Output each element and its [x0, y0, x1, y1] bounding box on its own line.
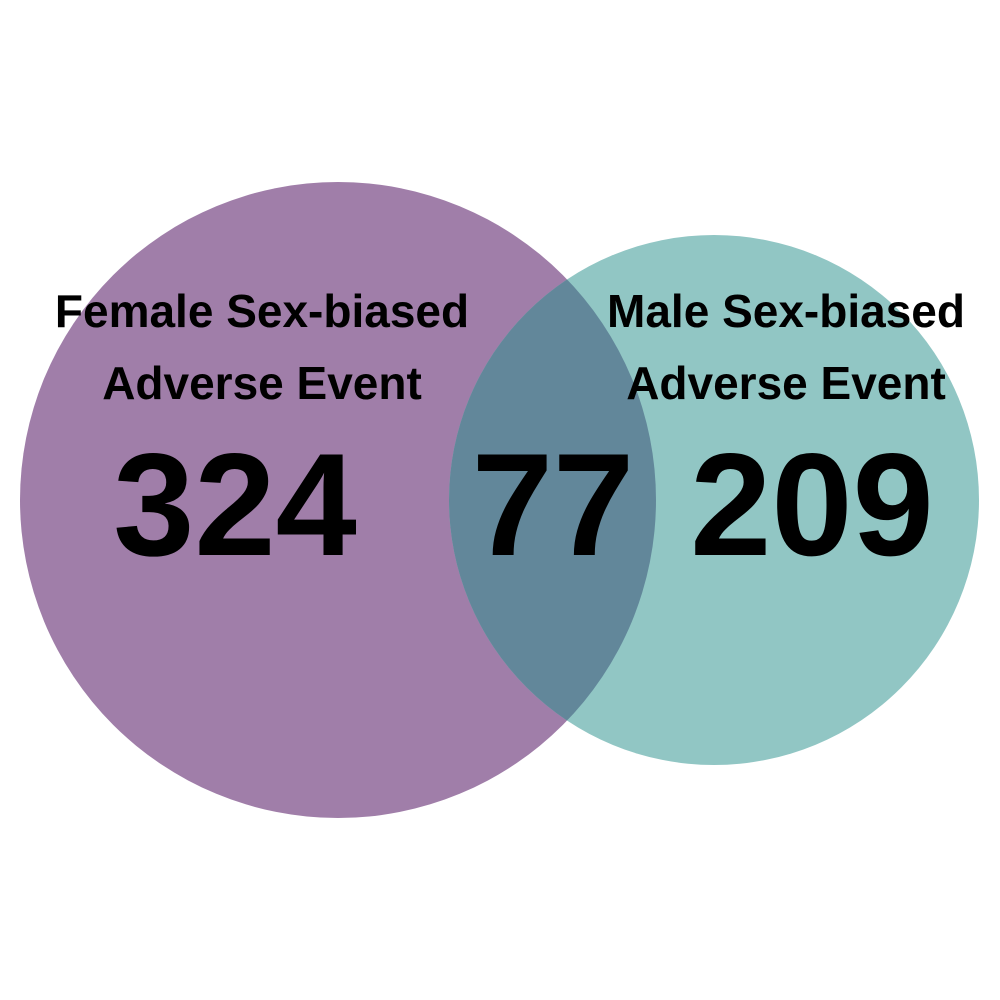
overlap-count: 77 [472, 423, 634, 586]
female-set-label-line1: Female Sex-biased [55, 285, 469, 337]
male-set-label-line1: Male Sex-biased [607, 285, 965, 337]
overlap-region [449, 235, 656, 765]
male-set-label-line2: Adverse Event [626, 357, 946, 409]
female-set-circle [20, 182, 656, 818]
female-set-label-line2: Adverse Event [102, 357, 422, 409]
male-only-count: 209 [690, 423, 934, 586]
female-only-count: 324 [113, 423, 357, 586]
